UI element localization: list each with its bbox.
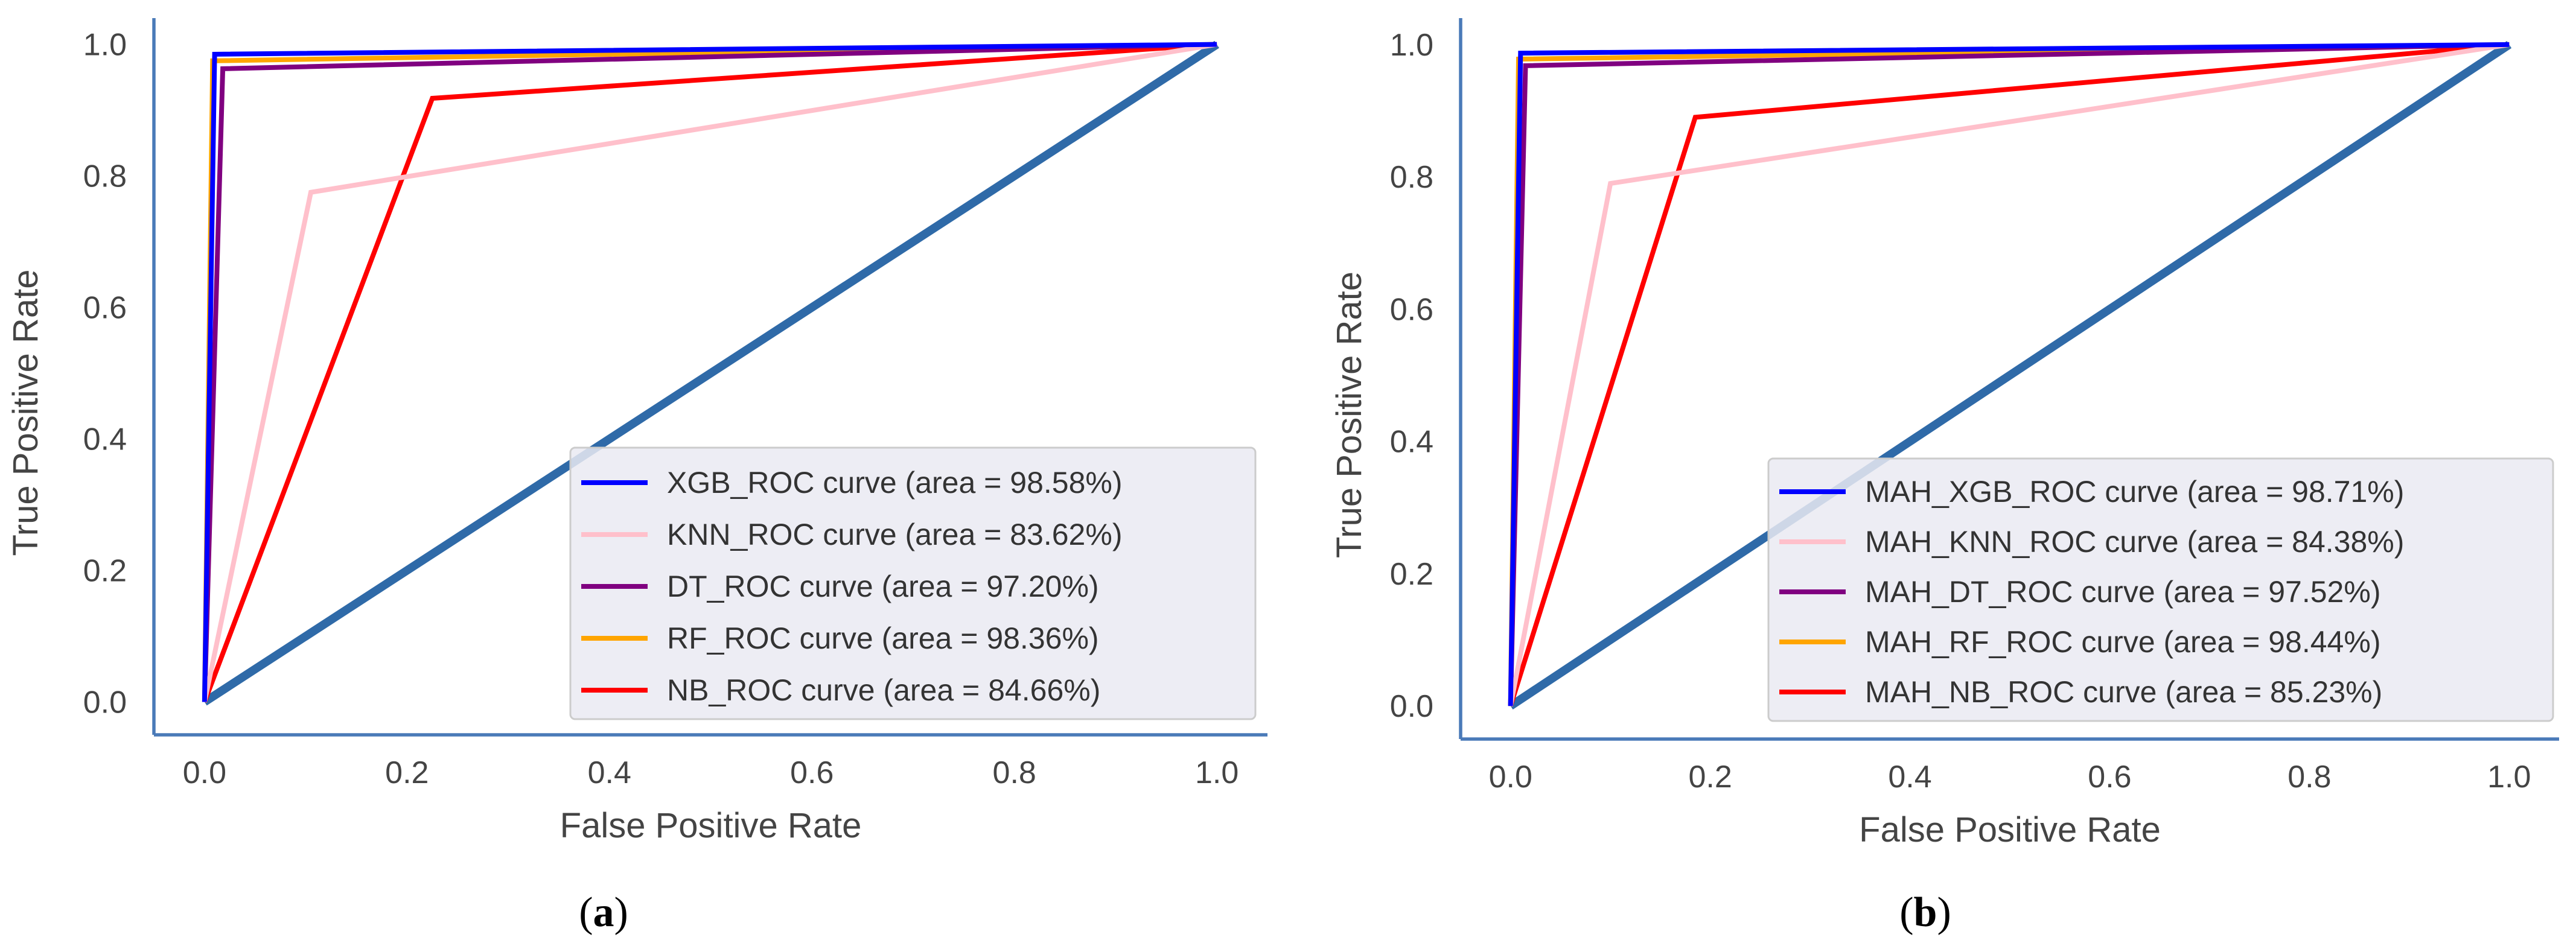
diagonal-reference-line (1508, 41, 2512, 710)
y-tick-label: 0.8 (83, 159, 127, 194)
y-tick-label: 0.2 (1390, 557, 1433, 592)
y-tick-label: 1.0 (83, 28, 127, 63)
legend-entry: DT_ROC curve (area = 97.20%) (667, 570, 1099, 603)
x-axis-label: False Positive Rate (560, 806, 862, 845)
y-tick-label: 0.2 (83, 554, 127, 589)
x-tick-label: 0.6 (2088, 760, 2131, 795)
roc-series-line (202, 42, 1217, 702)
x-tick-label: 0.8 (2287, 760, 2331, 795)
roc-series-line (202, 42, 1217, 702)
legend-entry: XGB_ROC curve (area = 98.58%) (667, 466, 1123, 500)
x-tick-label: 0.0 (1489, 760, 1532, 795)
roc-series-line (202, 42, 1217, 703)
y-tick-label: 0.0 (83, 685, 127, 720)
x-tick-label: 0.2 (1688, 760, 1732, 795)
y-tick-label: 0.6 (1390, 292, 1433, 327)
y-tick-label: 0.6 (83, 291, 127, 326)
legend-entry: KNN_ROC curve (area = 83.62%) (667, 518, 1122, 551)
legend-entry: MAH_NB_ROC curve (area = 85.23%) (1865, 675, 2382, 709)
legend-entry: MAH_KNN_ROC curve (area = 84.38%) (1865, 525, 2404, 559)
panel-label: (a) (579, 889, 628, 936)
y-tick-label: 0.8 (1390, 160, 1433, 195)
x-tick-label: 0.0 (183, 755, 226, 790)
y-tick-label: 1.0 (1390, 28, 1433, 63)
y-tick-label: 0.4 (83, 422, 127, 457)
x-tick-label: 1.0 (1195, 755, 1239, 790)
roc-series-line (1508, 42, 2510, 706)
y-tick-label: 0.4 (1390, 425, 1433, 460)
diagonal-reference-line (202, 40, 1219, 706)
x-tick-label: 0.4 (588, 755, 631, 790)
roc-series-line (202, 42, 1217, 703)
x-tick-label: 0.4 (1888, 760, 1931, 795)
roc-chart-a: 0.0 0.2 0.4 0.6 0.8 1.0 0.0 0.2 0.4 0.6 0.8 1.0 Fals… (6, 18, 1267, 936)
x-axis-label: False Positive Rate (1859, 810, 2161, 849)
legend-entry: MAH_DT_ROC curve (area = 97.52%) (1865, 575, 2380, 609)
legend-entry: NB_ROC curve (area = 84.66%) (667, 673, 1100, 707)
legend-box (1767, 457, 2554, 722)
panel-label: (b) (1899, 889, 1951, 936)
legend: MAH_XGB_ROC curve (area = 98.71%) MAH_KNN… (1767, 457, 2554, 722)
x-tick-label: 0.6 (790, 755, 834, 790)
x-tick-label: 1.0 (2487, 760, 2531, 795)
y-axis-label: True Positive Rate (1330, 271, 1369, 558)
x-tick-label: 0.8 (993, 755, 1036, 790)
roc-series-line (1508, 42, 2510, 707)
x-tick-label: 0.2 (385, 755, 429, 790)
y-axis-label: True Positive Rate (6, 270, 45, 556)
legend-entry: RF_ROC curve (area = 98.36%) (667, 621, 1099, 655)
roc-chart-b: 0.0 0.2 0.4 0.6 0.8 1.0 0.0 0.2 0.4 0.6 0.8 1.0 Fals… (1330, 18, 2559, 936)
legend-entry: MAH_XGB_ROC curve (area = 98.71%) (1865, 475, 2404, 509)
legend-box (569, 446, 1257, 720)
legend-entry: MAH_RF_ROC curve (area = 98.44%) (1865, 625, 2380, 659)
roc-series-line (1508, 42, 2510, 706)
legend: XGB_ROC curve (area = 98.58%) KNN_ROC cur… (569, 446, 1257, 720)
y-tick-label: 0.0 (1390, 689, 1433, 724)
